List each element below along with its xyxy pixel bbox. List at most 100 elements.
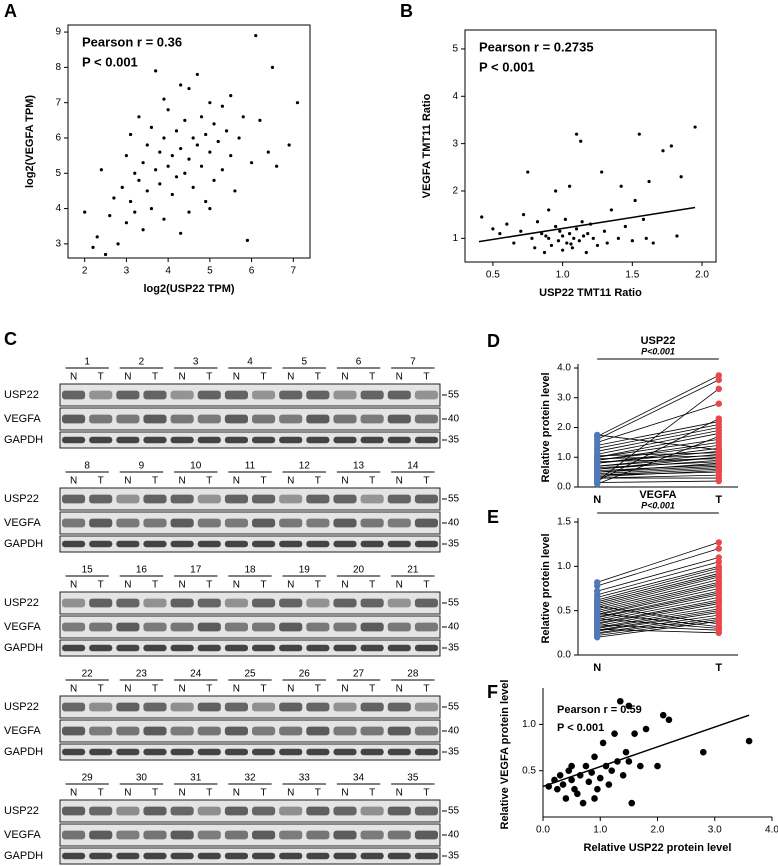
band [170,726,194,736]
lane-label: T [98,788,104,799]
band [306,726,330,736]
x-tick-label: 2 [82,266,88,277]
band [197,436,221,444]
band [414,598,438,608]
band [360,748,384,756]
lane-number: 10 [190,461,202,472]
point [633,198,637,203]
band [143,702,167,712]
x-tick-label: 4.0 [765,825,778,836]
fit-line [478,206,696,243]
point [599,739,607,747]
point [141,161,145,165]
point [623,224,627,229]
band [89,390,113,400]
pair-line [597,612,719,628]
point [715,415,722,422]
band [197,852,221,860]
point [204,199,208,204]
band [170,436,194,444]
band [62,414,86,424]
point [574,227,579,231]
x-tick-label: 2.0 [651,825,665,836]
band [252,702,276,712]
band [414,644,438,652]
point [491,227,495,231]
point [591,236,595,240]
point [558,229,562,233]
band [224,598,248,608]
pair-line [597,542,719,583]
lane-label: T [261,372,267,383]
y-tick-label: 1.5 [557,517,571,528]
x-category-label: T [715,662,722,674]
band [170,390,194,400]
point [654,762,661,770]
point [179,146,183,151]
band [252,830,276,840]
pair-line [597,579,719,610]
lane-label: N [233,684,240,695]
band [333,622,357,632]
y-axis-label: VEGFA TMT11 Ratio [421,93,433,198]
point [162,97,166,101]
point [103,252,108,257]
band [252,414,276,424]
point [174,175,179,179]
pair-line [597,596,719,622]
band [62,518,86,528]
lane-number: 16 [136,565,148,576]
point [568,762,575,770]
lane-label: N [70,476,77,487]
point [295,101,300,105]
point [149,206,154,211]
band [387,806,411,816]
band [224,702,248,712]
point [554,224,558,229]
band [170,622,194,632]
lane-label: T [261,684,267,695]
lane-label: T [423,476,429,487]
point [158,182,162,186]
panel-letter: F [487,682,498,702]
pair-line [597,557,719,592]
point [715,539,722,546]
lane-number: 15 [82,565,94,576]
point [651,241,655,245]
panel-letter: D [487,331,500,351]
lane-number: 12 [299,461,311,472]
point [99,168,103,172]
protein-label: VEGFA [4,413,41,425]
band [116,436,140,444]
lane-label: N [396,476,403,487]
x-tick-label: 0.5 [486,270,500,281]
mw-marker: 35 [448,539,460,550]
point [693,125,697,129]
point [208,206,212,211]
band [387,830,411,840]
lane-label: N [233,476,240,487]
point [647,179,651,184]
band [279,494,303,504]
band [197,644,221,652]
point [266,150,270,154]
blot-strip [59,383,441,407]
x-tick-label: 3 [124,266,130,277]
point [594,785,601,793]
pair-line [597,617,719,635]
point [715,385,722,393]
point [570,246,574,250]
point [237,136,241,140]
y-tick-label: 0.0 [557,482,571,493]
band [197,830,221,840]
band [224,390,248,400]
protein-label: USP22 [4,805,39,817]
point [120,185,124,189]
band [62,702,86,712]
band [224,540,248,548]
band [143,830,167,840]
band [116,644,140,652]
point [594,582,601,590]
band [360,436,384,444]
point [556,239,561,243]
